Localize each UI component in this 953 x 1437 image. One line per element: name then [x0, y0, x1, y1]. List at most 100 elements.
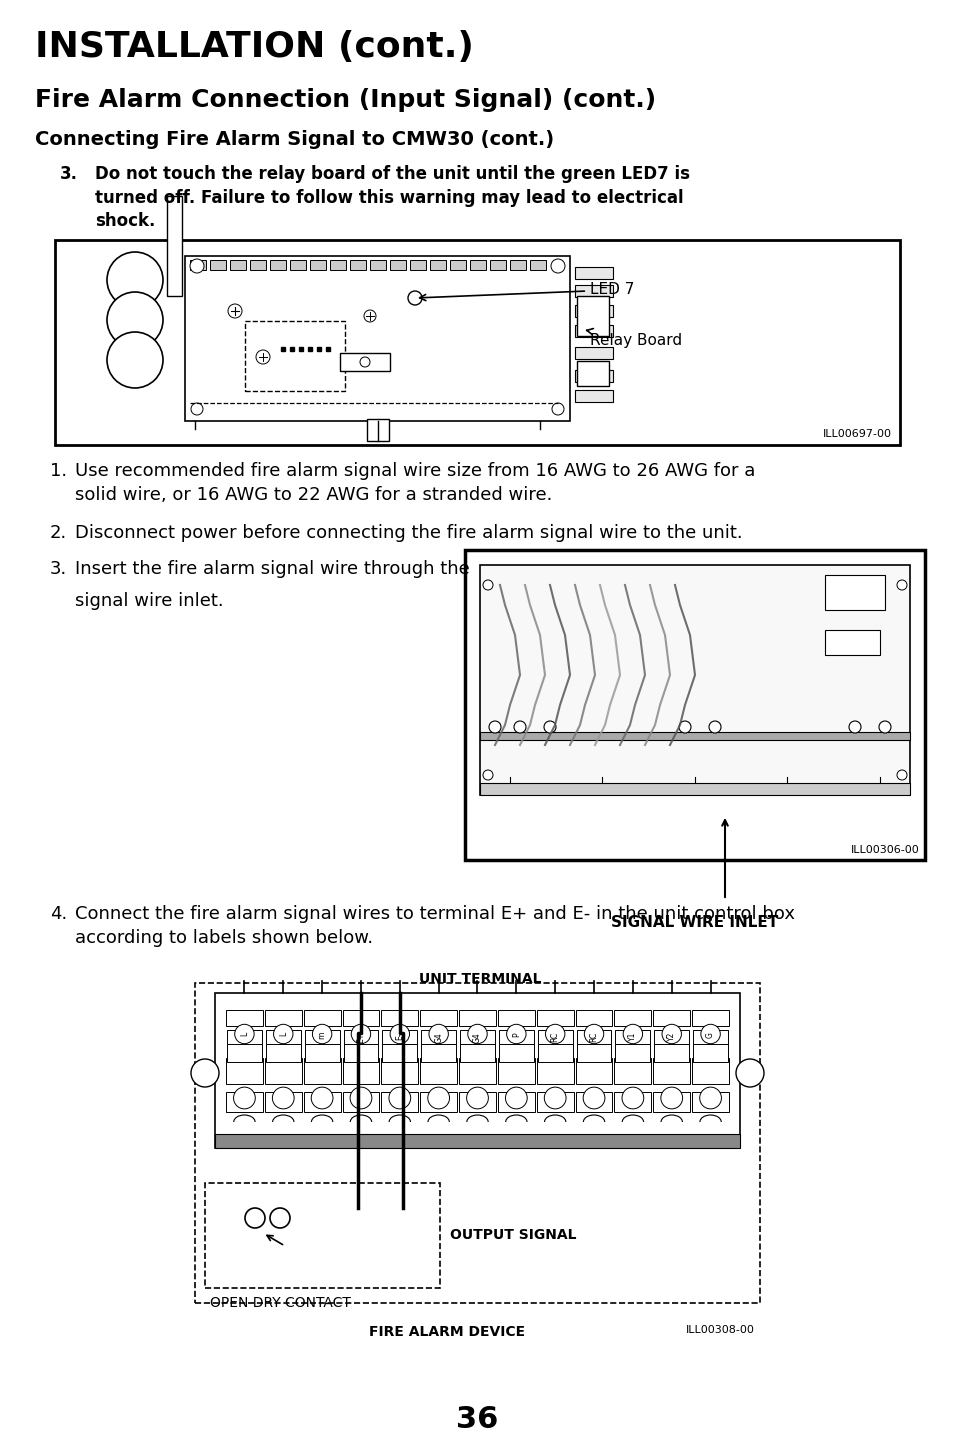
- Circle shape: [234, 1025, 253, 1043]
- Bar: [692, 1058, 728, 1083]
- Bar: [450, 260, 465, 270]
- Bar: [575, 346, 613, 359]
- Text: G4: G4: [473, 1032, 481, 1043]
- Circle shape: [429, 1025, 448, 1043]
- Bar: [245, 320, 345, 391]
- Text: OUTPUT SIGNAL: OUTPUT SIGNAL: [450, 1229, 576, 1242]
- Bar: [824, 629, 879, 655]
- Bar: [824, 575, 884, 609]
- Circle shape: [544, 1088, 565, 1109]
- Text: Y2: Y2: [666, 1032, 676, 1042]
- Text: ILL00697-00: ILL00697-00: [822, 430, 891, 438]
- Bar: [214, 1134, 740, 1148]
- Bar: [693, 1030, 727, 1045]
- Text: E+: E+: [356, 1032, 365, 1043]
- Bar: [265, 1058, 301, 1083]
- Bar: [537, 1058, 573, 1083]
- Circle shape: [467, 1025, 487, 1043]
- Bar: [419, 1092, 456, 1112]
- Bar: [479, 565, 909, 795]
- Circle shape: [270, 1209, 290, 1229]
- Bar: [382, 1030, 416, 1045]
- Bar: [510, 260, 525, 270]
- Bar: [430, 260, 446, 270]
- Circle shape: [390, 1025, 409, 1043]
- Bar: [210, 260, 226, 270]
- Bar: [419, 1010, 456, 1026]
- Circle shape: [427, 1088, 449, 1109]
- Bar: [270, 260, 286, 270]
- Bar: [537, 1010, 573, 1026]
- Bar: [498, 1045, 534, 1062]
- Circle shape: [191, 402, 203, 415]
- Bar: [266, 1030, 300, 1045]
- Circle shape: [700, 1025, 720, 1043]
- Bar: [250, 260, 266, 270]
- Bar: [167, 195, 182, 296]
- Circle shape: [552, 402, 563, 415]
- Text: OPEN DRY CONTACT: OPEN DRY CONTACT: [210, 1296, 351, 1311]
- Circle shape: [389, 1088, 410, 1109]
- Bar: [479, 783, 909, 795]
- Bar: [339, 354, 390, 371]
- Bar: [342, 1058, 379, 1083]
- Circle shape: [482, 581, 493, 591]
- Bar: [615, 1030, 650, 1045]
- Bar: [265, 1092, 301, 1112]
- Circle shape: [621, 1088, 643, 1109]
- Text: 1.: 1.: [50, 463, 67, 480]
- Bar: [226, 1092, 263, 1112]
- Circle shape: [273, 1088, 294, 1109]
- Bar: [576, 1045, 611, 1062]
- Bar: [194, 983, 760, 1303]
- Bar: [530, 260, 545, 270]
- Circle shape: [245, 1209, 265, 1229]
- Circle shape: [107, 251, 163, 308]
- Bar: [370, 260, 386, 270]
- Circle shape: [351, 1025, 371, 1043]
- Bar: [410, 260, 426, 270]
- Circle shape: [660, 1088, 682, 1109]
- Text: Connecting Fire Alarm Signal to CMW30 (cont.): Connecting Fire Alarm Signal to CMW30 (c…: [35, 129, 554, 149]
- Bar: [575, 267, 613, 279]
- Circle shape: [878, 721, 890, 733]
- Text: Y1: Y1: [628, 1032, 637, 1042]
- Bar: [290, 260, 306, 270]
- Text: RC: RC: [589, 1032, 598, 1042]
- Bar: [303, 1092, 340, 1112]
- Circle shape: [848, 721, 861, 733]
- Bar: [214, 993, 740, 1148]
- Bar: [537, 1045, 572, 1062]
- Circle shape: [506, 1025, 525, 1043]
- Bar: [459, 1045, 495, 1062]
- Bar: [577, 296, 608, 336]
- Circle shape: [482, 770, 493, 780]
- Bar: [421, 1045, 456, 1062]
- Bar: [330, 260, 346, 270]
- Text: ILL00308-00: ILL00308-00: [685, 1325, 754, 1335]
- Text: 3.: 3.: [60, 165, 78, 182]
- Circle shape: [708, 721, 720, 733]
- Bar: [464, 550, 924, 859]
- Text: Use recommended fire alarm signal wire size from 16 AWG to 26 AWG for a
solid wi: Use recommended fire alarm signal wire s…: [75, 463, 755, 504]
- Circle shape: [466, 1088, 488, 1109]
- Bar: [575, 1092, 612, 1112]
- Text: 36: 36: [456, 1405, 497, 1434]
- Text: SIGNAL WIRE INLET: SIGNAL WIRE INLET: [611, 915, 778, 930]
- Bar: [497, 1010, 535, 1026]
- Circle shape: [190, 259, 204, 273]
- Bar: [537, 1030, 572, 1045]
- Bar: [343, 1045, 378, 1062]
- Bar: [459, 1030, 495, 1045]
- Bar: [458, 1058, 496, 1083]
- Bar: [350, 260, 366, 270]
- Bar: [419, 1058, 456, 1083]
- Bar: [458, 1092, 496, 1112]
- Bar: [390, 260, 406, 270]
- Bar: [575, 1058, 612, 1083]
- Bar: [653, 1010, 689, 1026]
- Bar: [381, 1092, 417, 1112]
- Text: G4: G4: [434, 1032, 443, 1043]
- Circle shape: [408, 292, 421, 305]
- Bar: [470, 260, 485, 270]
